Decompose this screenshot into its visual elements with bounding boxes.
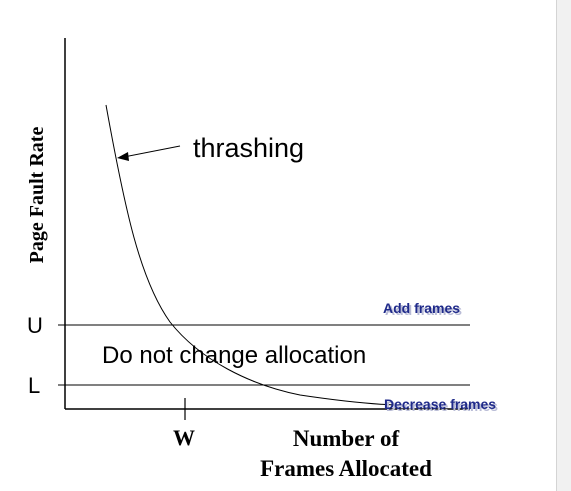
- w-label: W: [173, 425, 195, 450]
- middle-region-label: Do not change allocation: [102, 342, 366, 369]
- right-margin-strip: [556, 0, 571, 491]
- x-axis-label-line2: Frames Allocated: [260, 456, 432, 481]
- upper-threshold-label: U: [27, 313, 43, 338]
- thrashing-arrowhead: [117, 152, 129, 161]
- decrease-frames-label-shadow: Decrease frames: [386, 398, 498, 414]
- page-fault-diagram: Page Fault Rate U L thrashing Do not cha…: [26, 38, 498, 481]
- thrashing-arrow-line: [123, 145, 181, 158]
- page-fault-curve: [105, 104, 396, 406]
- lower-threshold-label: L: [28, 373, 40, 398]
- add-frames-label-shadow: Add frames: [385, 302, 462, 318]
- y-axis-label: Page Fault Rate: [26, 127, 48, 264]
- decrease-frames-label: Decrease frames: [384, 396, 496, 412]
- add-frames-label: Add frames: [383, 300, 460, 316]
- x-axis-label-line1: Number of: [293, 426, 400, 451]
- thrashing-label: thrashing: [193, 133, 304, 163]
